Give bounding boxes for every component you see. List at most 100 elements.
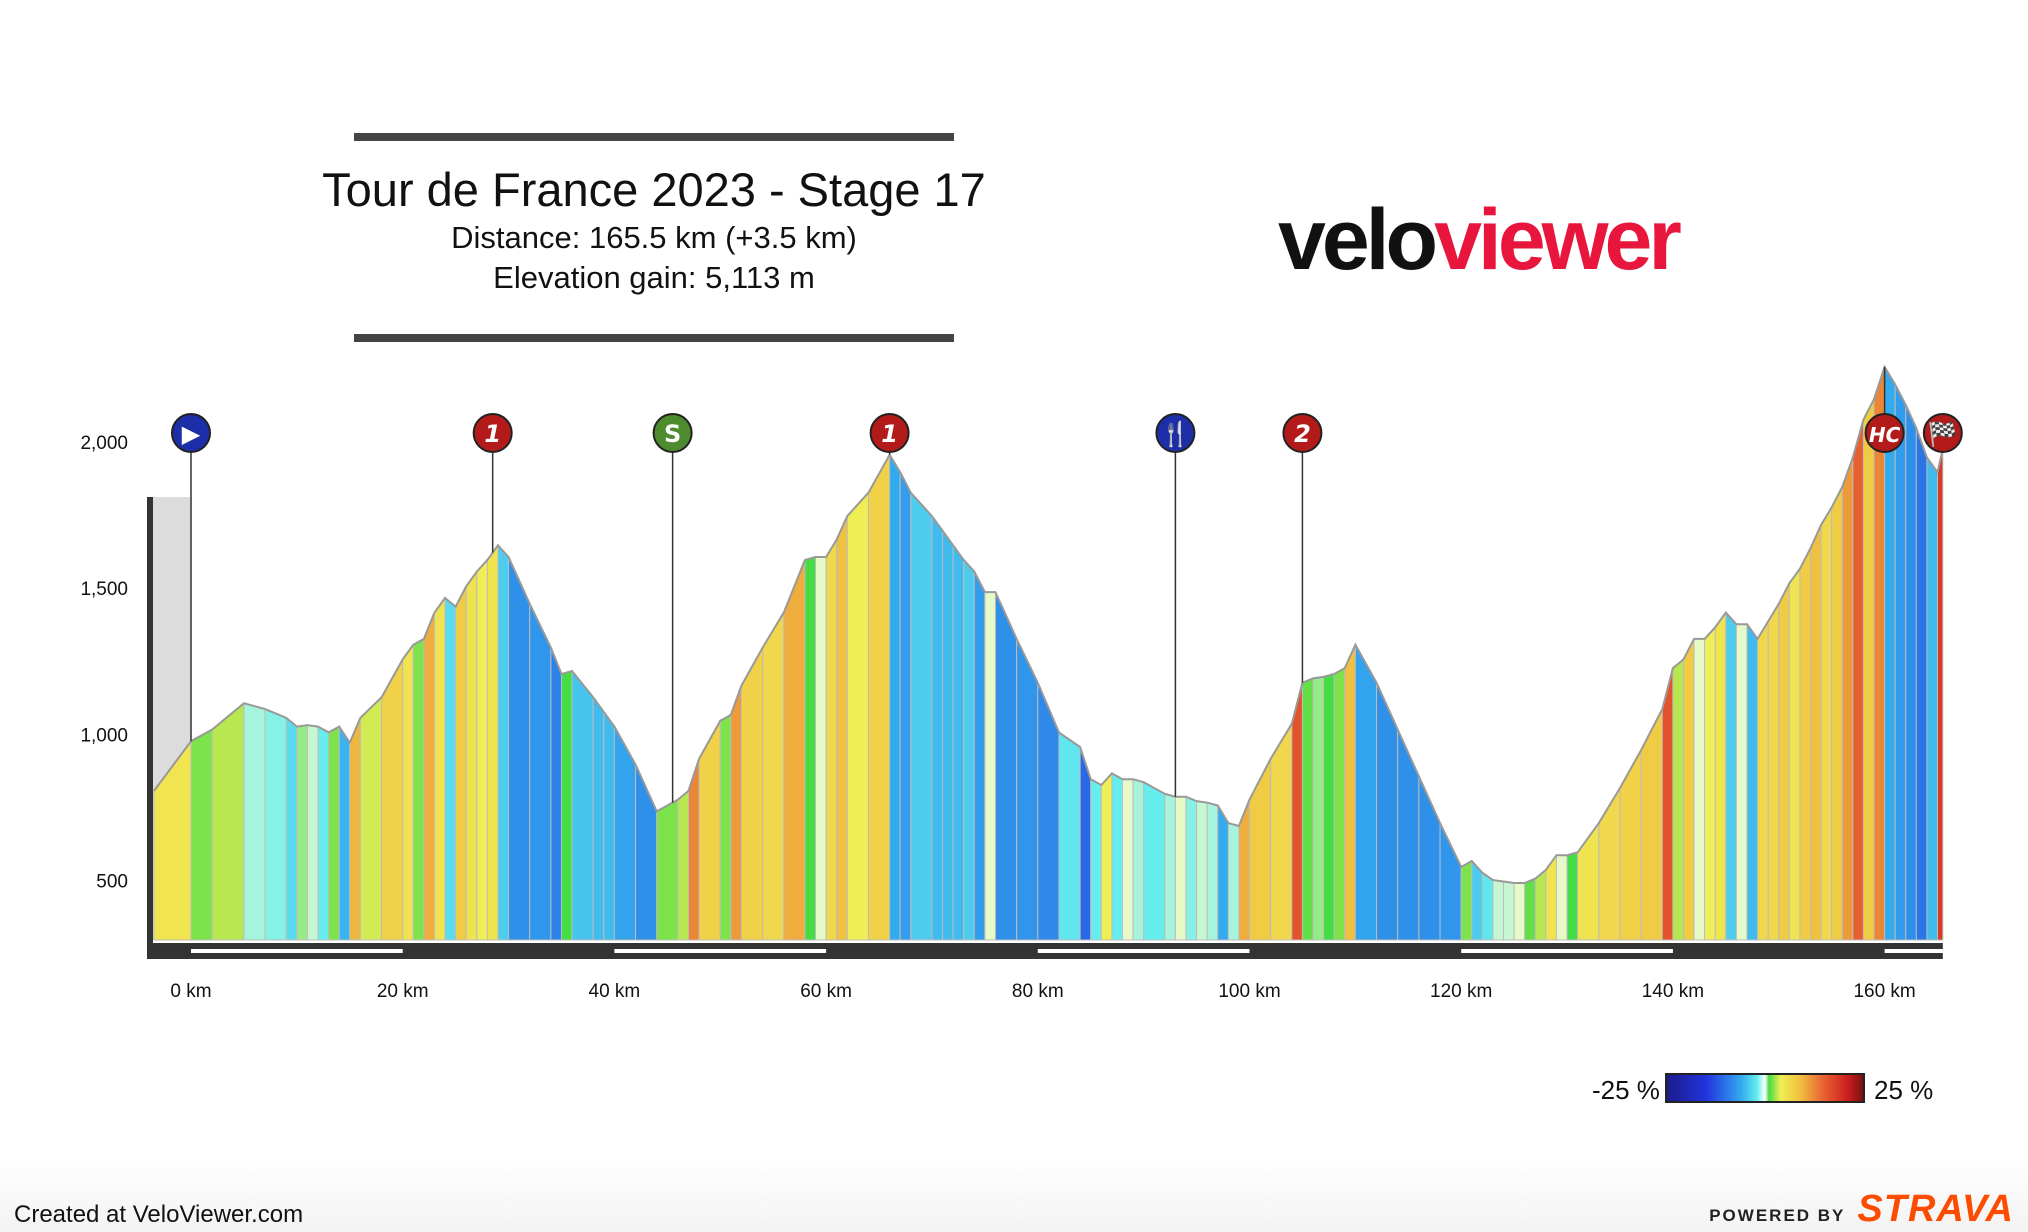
profile-segment: [338, 724, 351, 941]
profile-segment: [730, 685, 742, 941]
x-tick-label: 140 km: [1642, 981, 1704, 1002]
profile-segment: [285, 716, 298, 941]
profile-segment: [1841, 457, 1854, 941]
distance-label: Distance: 165.5 km (+3.5 km): [451, 220, 857, 255]
profile-segment: [1492, 879, 1505, 941]
profile-segment: [942, 529, 954, 941]
profile-segment: [677, 789, 689, 941]
profile-segment: [1333, 667, 1346, 941]
profile-segment: [306, 724, 319, 941]
profile-segment: [910, 491, 933, 941]
gradient-legend-min: -25 %: [1592, 1075, 1660, 1105]
profile-segment: [592, 695, 605, 941]
profile-segment: [1121, 778, 1134, 941]
profile-outline: [153, 364, 1944, 884]
marker-label-feed: 🍴: [1160, 420, 1190, 448]
marker-label-climb-cat-1: 1: [484, 420, 501, 448]
profile-segment: [1206, 801, 1219, 941]
marker-label-sprint: S: [664, 420, 681, 448]
profile-segment: [1831, 486, 1843, 941]
profile-segment: [1174, 796, 1187, 941]
profile-segment: [1820, 505, 1833, 941]
strava-logo: STRAVA: [1857, 1188, 2014, 1230]
profile-segment: [423, 612, 435, 941]
profile-segment: [1778, 583, 1790, 941]
profile-segment: [963, 558, 975, 941]
profile-segment: [1619, 748, 1642, 941]
profile-segment: [867, 452, 891, 941]
profile-segment: [1471, 859, 1483, 941]
x-axis-scale-stripe: [191, 949, 403, 953]
profile-segment: [211, 702, 245, 941]
profile-segment: [1460, 860, 1473, 941]
y-tick-label: 500: [96, 872, 128, 893]
profile-segment: [560, 670, 573, 941]
profile-segment: [1397, 729, 1420, 941]
profile-segment: [1788, 567, 1801, 941]
profile-segment: [815, 556, 827, 941]
profile-segment: [1693, 638, 1706, 941]
profile-segment: [740, 645, 764, 941]
profile-segment: [1566, 851, 1579, 941]
profile-segment: [1714, 611, 1727, 941]
profile-segment: [349, 717, 361, 941]
profile-segment: [1354, 642, 1378, 941]
x-axis-scale-stripe: [1037, 949, 1250, 953]
x-tick-label: 40 km: [589, 981, 641, 1002]
profile-segment: [317, 725, 330, 941]
y-tick-label: 2,000: [80, 433, 128, 454]
profile-segment: [1852, 419, 1864, 941]
profile-segment: [1323, 673, 1335, 941]
powered-by-strava[interactable]: POWERED BY STRAVA: [1709, 1188, 2014, 1231]
profile-segment: [1185, 795, 1198, 941]
profile-segment: [1555, 854, 1568, 941]
profile-segment: [412, 638, 425, 941]
profile-segment: [1534, 868, 1547, 941]
title-block: Tour de France 2023 - Stage 17 Distance:…: [254, 162, 1054, 298]
profile-segment: [656, 798, 679, 941]
x-axis-scale-stripe: [1884, 949, 1943, 953]
logo-velo: velo: [1278, 192, 1438, 288]
marker-climb-hc: [1864, 413, 1905, 453]
profile-segment: [328, 725, 340, 941]
x-tick-label: 80 km: [1012, 981, 1064, 1002]
profile-segment: [1249, 758, 1272, 941]
profile-segment: [719, 714, 732, 941]
profile-segment: [1100, 772, 1113, 941]
profile-segment: [1577, 821, 1600, 941]
profile-segment: [433, 596, 446, 941]
profile-segment: [836, 515, 848, 941]
profile-segment: [603, 710, 615, 941]
profile-segment: [1862, 398, 1875, 941]
x-tick-label: 60 km: [800, 981, 852, 1002]
profile-segment: [783, 559, 806, 941]
profile-segment: [1757, 619, 1769, 941]
profile-segment: [264, 708, 287, 941]
profile-segment: [1132, 778, 1145, 941]
profile-segment: [804, 556, 817, 941]
profile-segment: [1058, 731, 1081, 941]
profile-segment: [889, 452, 901, 941]
profile-segment: [190, 728, 213, 941]
profile-segment: [497, 544, 510, 941]
marker-label-finish: 🏁: [1928, 420, 1958, 448]
profile-segment: [762, 610, 785, 941]
profile-segment: [1111, 772, 1123, 941]
marker-label-climb-hc: HC: [1869, 423, 1901, 447]
profile-segment: [1598, 786, 1621, 941]
profile-segment: [1090, 778, 1102, 941]
marker-label-climb-cat-2: 2: [1294, 420, 1311, 448]
footer-bar: [0, 1160, 2028, 1232]
logo-viewer: viewer: [1434, 192, 1682, 288]
marker-start: [171, 413, 211, 453]
created-at-link[interactable]: Created at VeloViewer.com: [14, 1201, 304, 1228]
profile-segment: [243, 702, 266, 941]
profile-segment: [899, 472, 912, 941]
elevation-gain-label: Elevation gain: 5,113 m: [493, 260, 815, 295]
profile-segment: [1217, 803, 1229, 941]
profile-segment: [931, 514, 944, 941]
profile-segment: [1905, 404, 1917, 941]
profile-segment: [1799, 548, 1812, 941]
x-tick-label: 120 km: [1430, 981, 1492, 1002]
profile-segment: [476, 558, 488, 941]
